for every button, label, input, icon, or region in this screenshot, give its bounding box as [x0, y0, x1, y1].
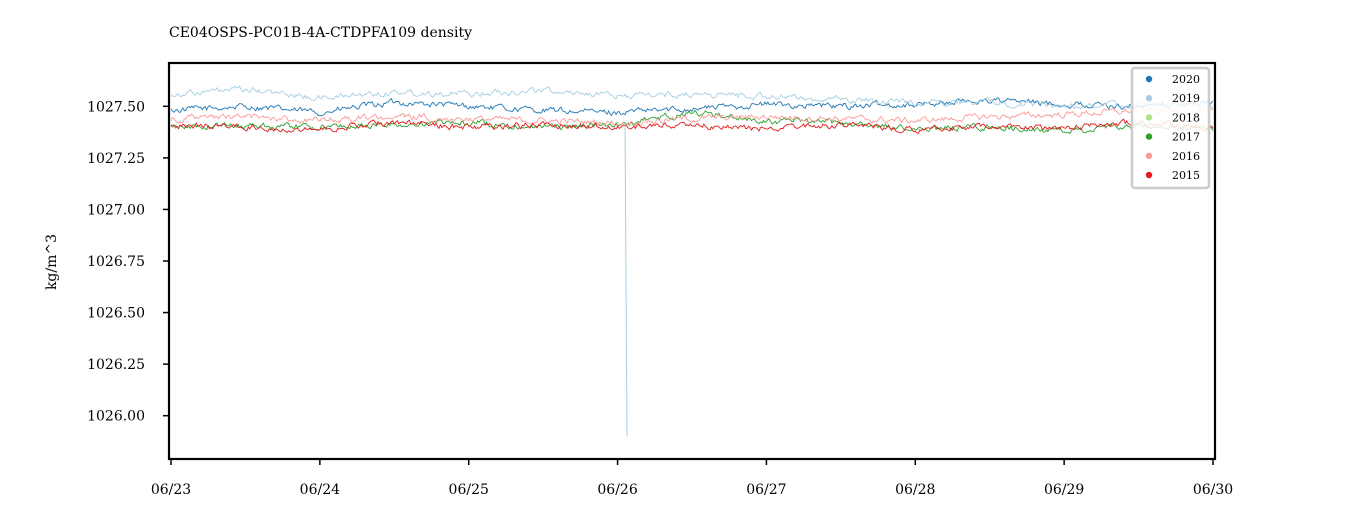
x-tick-label: 06/24	[300, 482, 340, 498]
legend-label-2020: 2020	[1172, 73, 1200, 86]
series-line-2020	[170, 97, 1214, 117]
x-axis: 06/23 06/24 06/25 06/26 06/27 06/28 06/29 06/30	[151, 459, 1233, 498]
y-axis: 1026.00 1026.25 1026.50 1026.75 1027.00 1027.…	[87, 99, 169, 425]
x-tick-label: 06/25	[449, 482, 489, 498]
spike-2019	[624, 122, 628, 437]
legend-label-2016: 2016	[1172, 150, 1200, 163]
x-tick-label: 06/27	[746, 482, 786, 498]
x-tick-label: 06/26	[597, 482, 637, 498]
legend-marker-2018	[1145, 114, 1153, 121]
legend-marker-2019	[1145, 95, 1153, 102]
series-line-2016	[170, 106, 1214, 127]
y-tick-label: 1026.75	[87, 254, 145, 270]
chart-title: CE04OSPS-PC01B-4A-CTDPFA109 density	[169, 25, 472, 41]
legend: 2020 2019 2018 2017 2016 2015	[1130, 66, 1211, 190]
y-tick-label: 1026.25	[87, 357, 145, 373]
series-layer	[170, 85, 1214, 135]
legend-label-2015: 2015	[1172, 169, 1200, 182]
y-tick-label: 1026.50	[87, 306, 145, 322]
legend-marker-2017	[1145, 133, 1153, 140]
x-tick-label: 06/30	[1193, 482, 1233, 498]
y-tick-label: 1027.25	[87, 151, 145, 167]
series-line-2019	[171, 85, 1214, 110]
series-line-2017	[170, 109, 1214, 135]
x-tick-label: 06/23	[151, 482, 191, 498]
legend-label-2018: 2018	[1172, 111, 1200, 124]
legend-label-2017: 2017	[1172, 131, 1200, 144]
legend-marker-2020	[1145, 75, 1153, 83]
x-tick-label: 06/28	[895, 482, 935, 498]
series-line-2015	[170, 118, 1214, 135]
x-tick-label: 06/29	[1044, 482, 1084, 498]
y-tick-label: 1027.00	[87, 202, 145, 218]
legend-label-2019: 2019	[1172, 92, 1200, 105]
y-tick-label: 1027.50	[87, 99, 145, 115]
annotation-layer	[624, 122, 628, 437]
y-tick-label: 1026.00	[87, 409, 145, 425]
y-axis-label: kg/m^3	[44, 234, 60, 290]
legend-marker-2016	[1145, 152, 1153, 159]
legend-marker-2015	[1145, 171, 1153, 179]
